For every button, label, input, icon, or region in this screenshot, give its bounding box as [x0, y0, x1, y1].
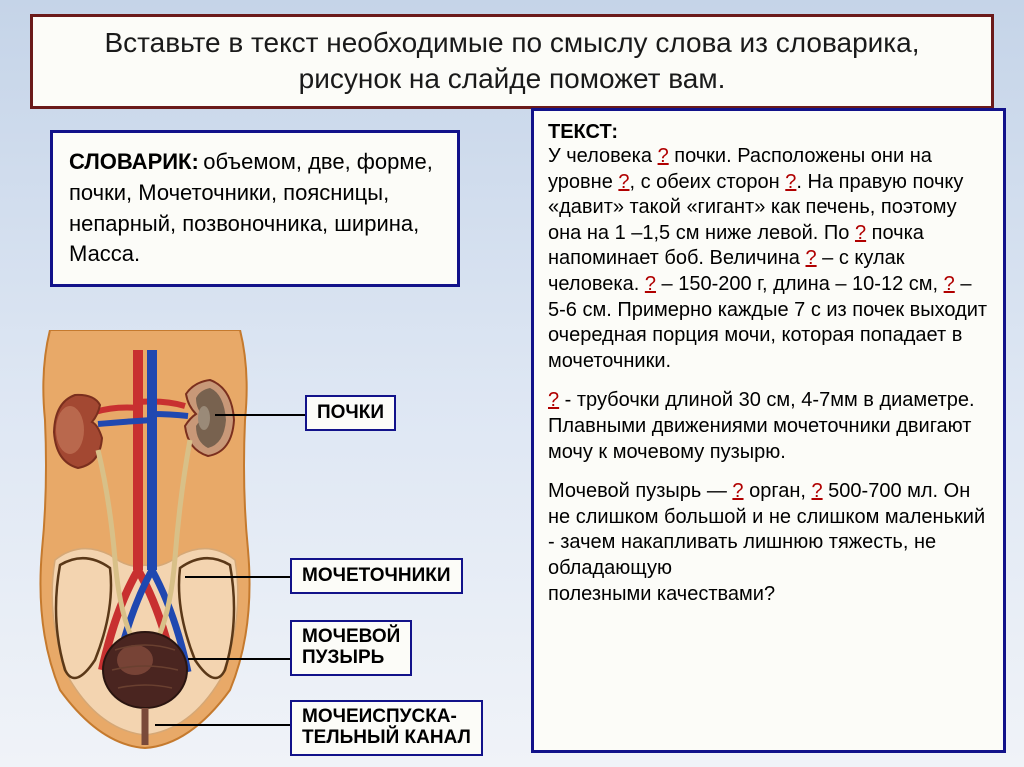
text-paragraph-3b: полезными качествами?	[548, 582, 989, 608]
text-paragraph-2: ? - трубочки длиной 30 см, 4-7мм в диаме…	[548, 388, 989, 465]
dictionary-box: СЛОВАРИК: объемом, две, форме, почки, Мо…	[50, 130, 460, 287]
label-urethra: МОЧЕИСПУСКА-ТЕЛЬНЫЙ КАНАЛ	[290, 700, 483, 756]
title-box: Вставьте в текст необходимые по смыслу с…	[30, 14, 994, 109]
text-paragraph-3: Мочевой пузырь — ? орган, ? 500-700 мл. …	[548, 479, 989, 581]
label-bladder: МОЧЕВОЙПУЗЫРЬ	[290, 620, 412, 676]
dictionary-heading: СЛОВАРИК:	[69, 149, 199, 174]
leader-ureters	[185, 576, 290, 578]
text-heading: ТЕКСТ:	[548, 121, 989, 144]
label-kidneys: ПОЧКИ	[305, 395, 396, 431]
text-box: ТЕКСТ: У человека ? почки. Расположены о…	[531, 108, 1006, 753]
leader-urethra	[155, 724, 290, 726]
kidney-left-icon	[54, 395, 102, 468]
text-paragraph-1: У человека ? почки. Расположены они на у…	[548, 144, 989, 374]
bladder-icon	[103, 632, 187, 708]
leader-bladder	[188, 658, 290, 660]
anatomy-diagram	[20, 330, 270, 750]
leader-kidneys	[215, 414, 305, 416]
title-text: Вставьте в текст необходимые по смыслу с…	[53, 25, 971, 98]
label-ureters: МОЧЕТОЧНИКИ	[290, 558, 463, 594]
